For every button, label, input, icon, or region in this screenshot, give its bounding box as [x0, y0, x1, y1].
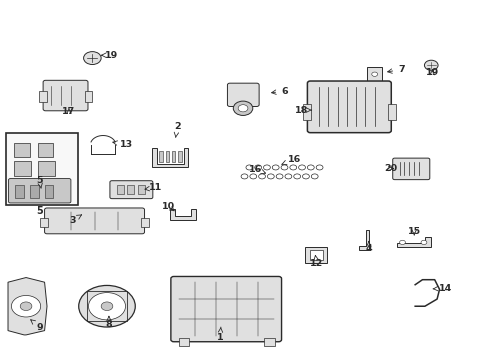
Bar	[165, 150, 168, 162]
Bar	[138, 185, 145, 194]
FancyBboxPatch shape	[44, 208, 144, 234]
Text: 16: 16	[282, 155, 300, 165]
Text: 11: 11	[144, 183, 162, 192]
FancyBboxPatch shape	[43, 80, 88, 111]
Circle shape	[79, 285, 135, 327]
Bar	[44, 185, 53, 198]
Bar	[5, 134, 78, 205]
Bar	[15, 185, 24, 198]
Bar	[178, 338, 189, 346]
Text: 9: 9	[31, 320, 43, 332]
FancyBboxPatch shape	[110, 181, 153, 199]
Circle shape	[101, 302, 113, 311]
Text: 14: 14	[432, 284, 451, 293]
Text: 5: 5	[37, 176, 43, 188]
Bar	[30, 185, 39, 198]
Circle shape	[20, 302, 32, 311]
Text: 12: 12	[309, 256, 323, 268]
Text: 18: 18	[295, 105, 311, 114]
Bar	[84, 91, 92, 102]
Polygon shape	[8, 278, 47, 335]
Bar	[305, 247, 327, 263]
Circle shape	[424, 60, 437, 70]
Text: 13: 13	[113, 140, 133, 149]
Text: 3: 3	[69, 215, 81, 225]
Text: 7: 7	[387, 65, 404, 74]
FancyBboxPatch shape	[170, 276, 281, 342]
Bar	[264, 338, 274, 346]
Bar	[14, 143, 30, 157]
Circle shape	[399, 240, 405, 244]
FancyBboxPatch shape	[227, 83, 259, 107]
FancyBboxPatch shape	[392, 158, 429, 180]
Text: 10: 10	[162, 202, 175, 211]
Bar	[366, 67, 381, 82]
Polygon shape	[396, 237, 430, 247]
FancyBboxPatch shape	[307, 81, 390, 133]
Text: 17: 17	[62, 107, 76, 116]
Circle shape	[11, 296, 41, 317]
Polygon shape	[170, 209, 195, 220]
Text: 4: 4	[365, 242, 371, 253]
Bar	[178, 150, 181, 162]
Bar	[14, 161, 31, 176]
Bar	[171, 150, 175, 162]
Text: 20: 20	[384, 164, 397, 173]
Bar	[39, 91, 46, 102]
Circle shape	[371, 72, 377, 76]
Circle shape	[233, 101, 252, 116]
FancyBboxPatch shape	[8, 179, 71, 203]
Text: 19: 19	[102, 51, 118, 60]
Bar	[86, 291, 127, 321]
Text: 2: 2	[174, 122, 180, 137]
Text: 16: 16	[248, 165, 265, 174]
Text: 19: 19	[425, 68, 438, 77]
Circle shape	[88, 293, 125, 320]
Bar	[309, 250, 323, 260]
Polygon shape	[152, 148, 188, 167]
Bar	[40, 218, 48, 226]
Text: 8: 8	[105, 316, 112, 329]
Text: 6: 6	[271, 86, 287, 95]
Bar	[159, 150, 162, 162]
Bar	[117, 185, 123, 194]
Circle shape	[238, 105, 247, 112]
Bar	[303, 104, 310, 120]
Text: 15: 15	[407, 228, 420, 237]
Bar	[387, 104, 395, 120]
Bar	[38, 161, 55, 176]
Bar	[127, 185, 134, 194]
Text: 5: 5	[36, 206, 43, 216]
Polygon shape	[358, 230, 368, 250]
Circle shape	[83, 51, 101, 64]
Circle shape	[420, 240, 426, 244]
Text: 1: 1	[216, 327, 223, 342]
Bar	[38, 143, 53, 157]
Bar	[141, 218, 149, 226]
